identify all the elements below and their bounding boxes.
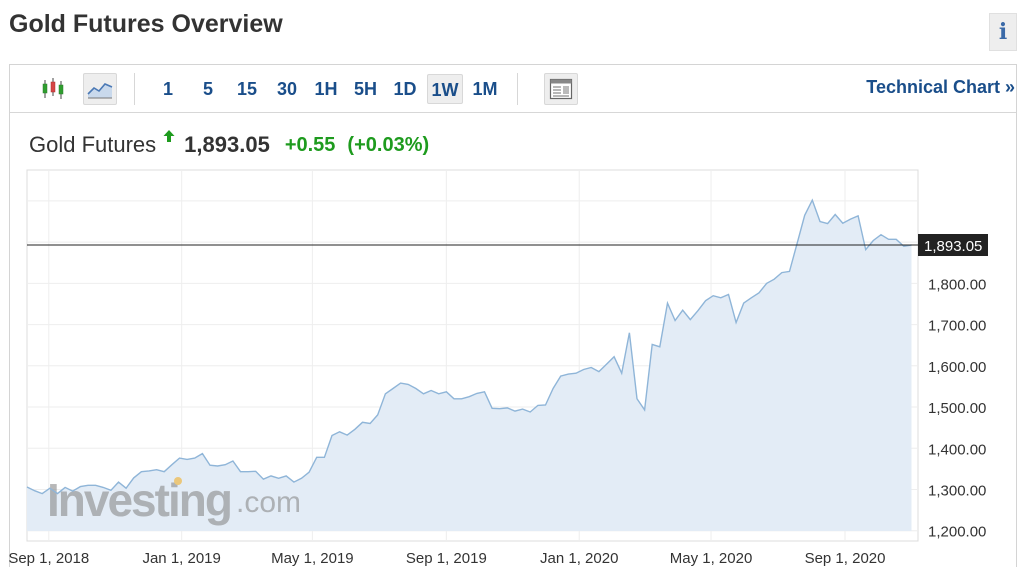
y-tick-label: 1,700.00: [928, 318, 986, 335]
interval-1[interactable]: 1: [162, 79, 173, 99]
toolbar-separator: [134, 73, 135, 105]
interval-5[interactable]: 5: [202, 79, 213, 99]
page-layout-icon[interactable]: [544, 73, 578, 105]
y-tick-label: 1,200.00: [928, 524, 986, 541]
svg-text:Investing: Investing: [47, 474, 231, 526]
info-icon[interactable]: i: [989, 13, 1017, 51]
quote-header: Gold Futures 1,893.05 +0.55 (+0.03%): [29, 130, 429, 160]
x-tick-label: Sep 1, 2018: [8, 550, 89, 567]
x-tick-label: Jan 1, 2019: [142, 550, 220, 567]
price-change: +0.55: [284, 133, 336, 156]
price-change-percent: (+0.03%): [347, 133, 430, 156]
current-price-label: 1,893.05: [924, 238, 982, 255]
y-tick-label: 1,600.00: [928, 359, 986, 376]
price-area-fill: [27, 200, 912, 531]
x-tick-label: Sep 1, 2019: [406, 550, 487, 567]
interval-30[interactable]: 30: [276, 79, 298, 99]
toolbar-separator: [517, 73, 518, 105]
last-price: 1,893.05: [184, 132, 270, 157]
y-tick-label: 1,800.00: [928, 276, 986, 293]
chart-toolbar: 1 5 15 30 1H 5H 1D 1W 1M Technical Chart…: [10, 65, 1016, 113]
x-tick-label: May 1, 2019: [271, 550, 354, 567]
interval-1d[interactable]: 1D: [393, 79, 417, 99]
svg-text:.com: .com: [236, 486, 301, 519]
page-title: Gold Futures Overview: [9, 10, 283, 38]
up-arrow-icon: [163, 129, 175, 147]
interval-1h[interactable]: 1H: [314, 79, 338, 99]
interval-1m[interactable]: 1M: [472, 79, 498, 99]
y-tick-label: 1,400.00: [928, 441, 986, 458]
interval-15[interactable]: 15: [236, 79, 258, 99]
x-tick-label: Jan 1, 2020: [540, 550, 618, 567]
candlestick-icon[interactable]: [36, 73, 70, 105]
interval-1w[interactable]: 1W: [427, 74, 463, 104]
current-price-marker: [918, 234, 988, 257]
x-tick-label: Sep 1, 2020: [805, 550, 886, 567]
instrument-name: Gold Futures: [29, 132, 157, 157]
y-tick-label: 1,500.00: [928, 400, 986, 417]
x-tick-label: May 1, 2020: [670, 550, 753, 567]
technical-chart-link[interactable]: Technical Chart »: [866, 77, 1015, 97]
y-tick-label: 1,300.00: [928, 482, 986, 499]
investing-watermark: Investing .com: [47, 474, 301, 526]
interval-5h[interactable]: 5H: [353, 79, 377, 99]
price-line: [26, 198, 912, 495]
area-chart-icon[interactable]: [83, 73, 117, 105]
